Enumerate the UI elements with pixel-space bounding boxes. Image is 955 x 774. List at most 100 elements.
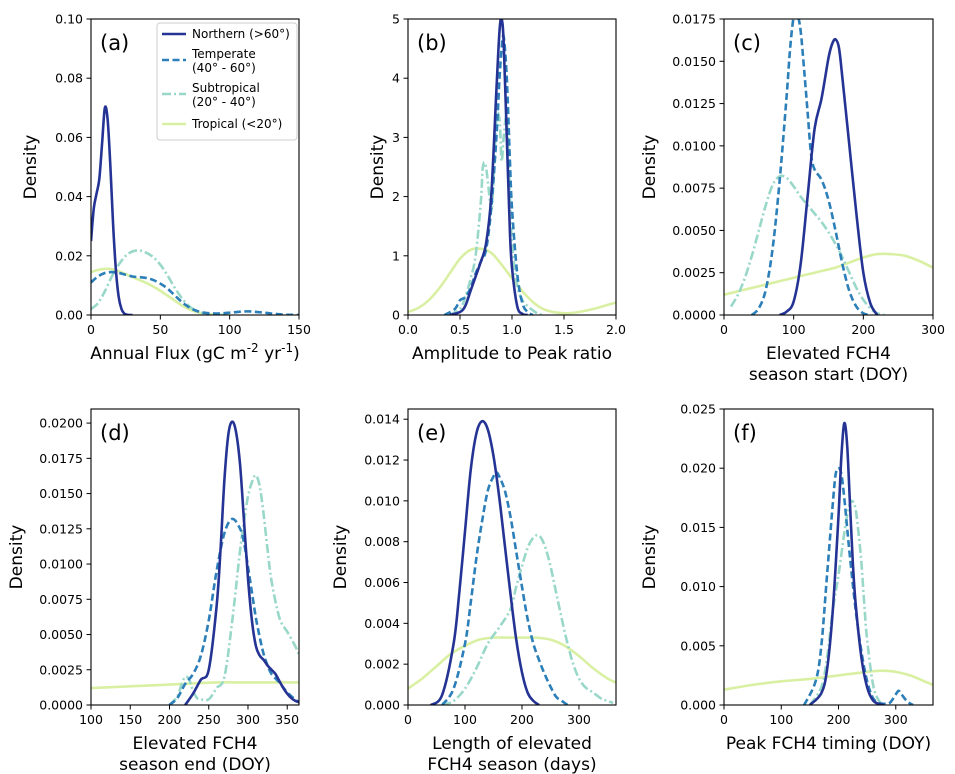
series-line-temperate (443, 34, 534, 315)
y-axis-label: Density (640, 525, 660, 590)
panel-label: (e) (417, 421, 446, 445)
y-tick-label: 2 (392, 189, 400, 204)
y-tick-label: 0.0175 (39, 451, 83, 466)
y-tick-label: 0.0000 (672, 308, 716, 323)
y-tick-label: 0.0150 (39, 486, 83, 501)
x-axis-label: Length of elevated (432, 734, 592, 754)
y-tick-label: 0.04 (55, 189, 83, 204)
y-tick-label: 0.0025 (39, 662, 83, 677)
x-tick-label: 300 (884, 712, 908, 727)
series-line-temperate (802, 466, 914, 705)
y-tick-label: 0.025 (680, 402, 716, 417)
legend-label-tropical: Tropical (<20°) (191, 117, 282, 131)
plot-frame (723, 408, 934, 706)
legend-label-subtropical: Subtropical (192, 81, 260, 95)
y-tick-label: 0.020 (680, 461, 716, 476)
x-tick-label: 2.0 (606, 322, 626, 337)
x-axis-label: Elevated FCH4 (766, 344, 891, 364)
x-tick-label: 100 (782, 322, 806, 337)
x-tick-label: 50 (152, 322, 168, 337)
panel-b: 0.0 0.5 1.0 1.5 2.0 0 1 2 3 4 5 Density Amplitude to… (368, 12, 626, 365)
y-tick-label: 0.00 (55, 308, 83, 323)
x-tick-label: 0 (720, 712, 728, 727)
series-line-subtropical (168, 473, 299, 705)
y-tick-label: 0.010 (680, 579, 716, 594)
series-line-northern (184, 420, 299, 705)
y-tick-label: 0 (392, 308, 400, 323)
legend-label-northern: Northern (>60°) (192, 27, 290, 41)
series-group (724, 19, 933, 315)
x-tick-label: 0 (87, 322, 95, 337)
x-axis-label: Elevated FCH4 (133, 734, 258, 754)
y-tick-label: 3 (392, 130, 400, 145)
x-axis-label: season end (DOY) (119, 755, 271, 774)
y-tick-label: 4 (392, 71, 400, 86)
series-line-temperate (91, 270, 299, 315)
x-tick-label: 1.0 (502, 322, 522, 337)
y-tick-label: 0.08 (55, 71, 83, 86)
y-tick-label: 0.06 (55, 130, 83, 145)
series-line-northern (779, 37, 879, 315)
y-tick-label: 0.014 (364, 412, 400, 427)
series-line-northern (91, 105, 133, 315)
x-tick-label: 1.5 (554, 322, 574, 337)
y-tick-label: 0.0175 (672, 12, 716, 27)
series-line-subtropical (448, 111, 544, 315)
x-axis-label: season start (DOY) (749, 365, 908, 385)
y-tick-label: 0.005 (680, 638, 716, 653)
panel-a: 0 50 100 150 0.00 0.02 0.04 0.06 0.08 0.10 Density… (21, 12, 311, 365)
x-tick-label: 250 (197, 712, 221, 727)
series-group (91, 105, 299, 315)
x-tick-label: 300 (921, 322, 945, 337)
legend-label-temperate: (40° - 60°) (192, 61, 256, 75)
plot-frame (407, 408, 617, 706)
y-axis-label: Density (331, 525, 351, 590)
y-tick-label: 0.0050 (39, 627, 83, 642)
y-tick-label: 0.0075 (39, 592, 83, 607)
x-tick-label: 150 (287, 322, 311, 337)
y-tick-label: 0.006 (364, 575, 400, 590)
x-tick-label: 200 (158, 712, 182, 727)
series-line-temperate (750, 19, 871, 315)
series-line-temperate (168, 517, 299, 705)
panel-c: 0 100 200 300 0.0000 0.0025 0.0050 0.0075 0.0100… (640, 12, 945, 386)
panel-label: (d) (100, 421, 130, 445)
y-axis-label: Density (640, 135, 660, 200)
x-axis-label: Peak FCH4 timing (DOY) (726, 734, 931, 754)
x-tick-label: 0.0 (398, 322, 418, 337)
y-tick-label: 0.008 (364, 534, 400, 549)
x-tick-label: 100 (453, 712, 477, 727)
series-line-northern (449, 19, 528, 315)
panel-label: (c) (733, 31, 761, 55)
y-tick-label: 0.012 (364, 453, 400, 468)
x-tick-label: 350 (275, 712, 299, 727)
x-tick-label: 300 (236, 712, 260, 727)
legend-label-subtropical: (20° - 40°) (192, 95, 256, 109)
series-group (724, 421, 933, 705)
x-tick-label: 100 (769, 712, 793, 727)
x-tick-label: 0 (404, 712, 412, 727)
y-tick-label: 5 (392, 12, 400, 27)
y-tick-label: 0.0200 (39, 416, 83, 431)
y-tick-label: 0.02 (55, 248, 83, 263)
y-axis-label: Density (7, 525, 27, 590)
panel-e: 0 100 200 300 0.000 0.002 0.004 0.006 0.008 0.010… (331, 408, 617, 774)
x-tick-label: 200 (827, 712, 851, 727)
y-tick-label: 0.0100 (672, 138, 716, 153)
panel-label: (a) (100, 31, 129, 55)
legend-label-temperate: Temperate (191, 47, 256, 61)
y-tick-label: 0.010 (364, 493, 400, 508)
y-tick-label: 0.0125 (39, 521, 83, 536)
x-tick-label: 100 (218, 322, 242, 337)
x-tick-label: 200 (510, 712, 534, 727)
series-line-tropical (91, 681, 299, 690)
panel-label: (b) (417, 31, 447, 55)
y-tick-label: 0.015 (680, 520, 716, 535)
series-line-tropical (724, 669, 933, 691)
y-tick-label: 0.0050 (672, 223, 716, 238)
series-line-tropical (408, 636, 616, 690)
y-tick-label: 0.0125 (672, 96, 716, 111)
y-axis-label: Density (368, 135, 388, 200)
x-tick-label: 0.5 (450, 322, 470, 337)
